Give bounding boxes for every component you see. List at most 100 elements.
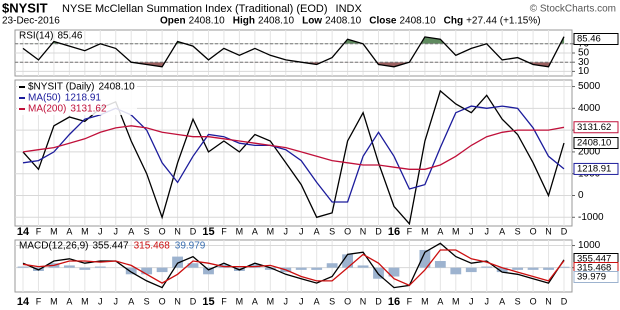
x-tick-label: F <box>407 226 413 236</box>
legend-value: 39.979 <box>175 241 206 252</box>
histogram-bar <box>79 267 91 270</box>
x-tick-label: S <box>515 296 521 306</box>
x-tick-label: M <box>81 296 89 306</box>
value-box-label: 315.468 <box>577 263 611 274</box>
x-tick-label: O <box>530 226 537 236</box>
histogram-bar <box>481 266 493 268</box>
x-tick-label: O <box>159 296 166 306</box>
x-tick-label: S <box>144 226 150 236</box>
x-tick-label: D <box>375 226 382 236</box>
value-box-label: 355.447 <box>577 254 611 265</box>
x-tick-label: M <box>50 296 58 306</box>
histogram-bar <box>342 254 354 268</box>
x-tick-label: A <box>252 226 258 236</box>
date: 23-Dec-2016 <box>2 16 60 27</box>
histogram-bar <box>172 256 183 268</box>
histogram-bar <box>512 267 524 270</box>
x-tick-label: A <box>128 226 134 236</box>
histogram-bar <box>311 267 323 270</box>
x-tick-label: A <box>66 296 72 306</box>
y-tick-label: 30 <box>578 57 590 68</box>
histogram-bar <box>527 267 539 270</box>
series-line <box>22 249 565 287</box>
value-box <box>573 162 619 175</box>
histogram-bar <box>156 267 168 273</box>
x-tick-label: J <box>299 296 304 306</box>
histogram-bar <box>558 266 570 268</box>
x-tick-label: O <box>344 226 351 236</box>
x-tick-label: J <box>113 226 118 236</box>
x-tick-label: D <box>190 296 197 306</box>
quote-label: Low <box>302 16 322 27</box>
value-box-label: 3131.62 <box>577 122 611 133</box>
x-tick-label: M <box>267 226 275 236</box>
x-tick-label: A <box>252 296 258 306</box>
x-tick-label: N <box>174 296 181 306</box>
legend-value: 2408.10 <box>99 82 136 93</box>
x-tick-label: M <box>50 226 58 236</box>
histogram-bar <box>125 267 137 275</box>
x-tick-label: F <box>36 296 42 306</box>
legend-value: 1218.91 <box>65 93 102 104</box>
x-tick-label: M <box>81 226 89 236</box>
x-tick-label: D <box>375 296 382 306</box>
histogram-bar <box>357 265 369 268</box>
histogram-bar <box>141 267 153 275</box>
value-box-label: 2408.10 <box>577 138 611 149</box>
x-tick-label: O <box>344 296 351 306</box>
histogram-bar <box>295 267 307 270</box>
x-tick-label: D <box>561 226 568 236</box>
x-tick-label: M <box>452 296 460 306</box>
x-tick-label: N <box>360 226 367 236</box>
quote-value: +27.44 (+1.15%) <box>466 16 541 27</box>
value-box-label: 1218.91 <box>577 163 611 174</box>
legend-value: 3131.62 <box>70 104 107 115</box>
histogram-bar <box>63 265 75 268</box>
x-tick-label: D <box>561 296 568 306</box>
quote-value: 2408.10 <box>189 16 226 27</box>
x-tick-label: 15 <box>202 226 214 238</box>
legend-name: $NYSIT (Daily) <box>28 82 95 93</box>
x-tick-label: M <box>236 296 244 306</box>
overbought-fill <box>23 36 564 44</box>
histogram-bar <box>326 263 338 268</box>
value-box <box>573 33 619 45</box>
exchange: INDX <box>336 3 363 15</box>
y-tick-label: 0 <box>578 190 584 201</box>
legend-name: MA(50) <box>28 93 61 104</box>
histogram-bar <box>17 266 29 268</box>
quote-label: Close <box>369 16 397 27</box>
x-tick-label: M <box>452 226 460 236</box>
histogram-bar <box>419 249 431 268</box>
x-tick-label: J <box>113 296 118 306</box>
x-tick-label: A <box>499 226 505 236</box>
y-tick-label: 2000 <box>578 147 601 158</box>
quote-value: 2408.10 <box>399 16 436 27</box>
histogram-bar <box>264 267 276 270</box>
legend-title: MACD(12,26,9) <box>19 241 88 252</box>
y-tick-label: 5000 <box>578 81 601 92</box>
quote-value: 2408.10 <box>325 16 362 27</box>
histogram-bar <box>465 267 477 273</box>
histogram-bar <box>543 267 554 270</box>
y-tick-label: 1000 <box>578 240 601 251</box>
x-tick-label: N <box>360 296 367 306</box>
x-tick-label: J <box>284 296 289 306</box>
x-tick-label: N <box>545 226 552 236</box>
x-tick-label: J <box>484 296 489 306</box>
value-box <box>573 137 619 150</box>
legend-name: RSI(14) <box>19 31 53 42</box>
y-tick-label: 10 <box>578 66 590 77</box>
x-tick-label: A <box>314 226 320 236</box>
panel-frame <box>14 239 573 293</box>
x-tick-label: O <box>159 226 166 236</box>
histogram-bar <box>496 267 508 273</box>
quote-label: Open <box>160 16 186 27</box>
index-name: NYSE McClellan Summation Index (Traditio… <box>62 3 328 15</box>
x-tick-label: J <box>299 226 304 236</box>
x-tick-label: N <box>174 226 181 236</box>
x-tick-label: F <box>221 296 227 306</box>
y-tick-label: 4000 <box>578 103 601 114</box>
x-tick-label: A <box>499 296 505 306</box>
